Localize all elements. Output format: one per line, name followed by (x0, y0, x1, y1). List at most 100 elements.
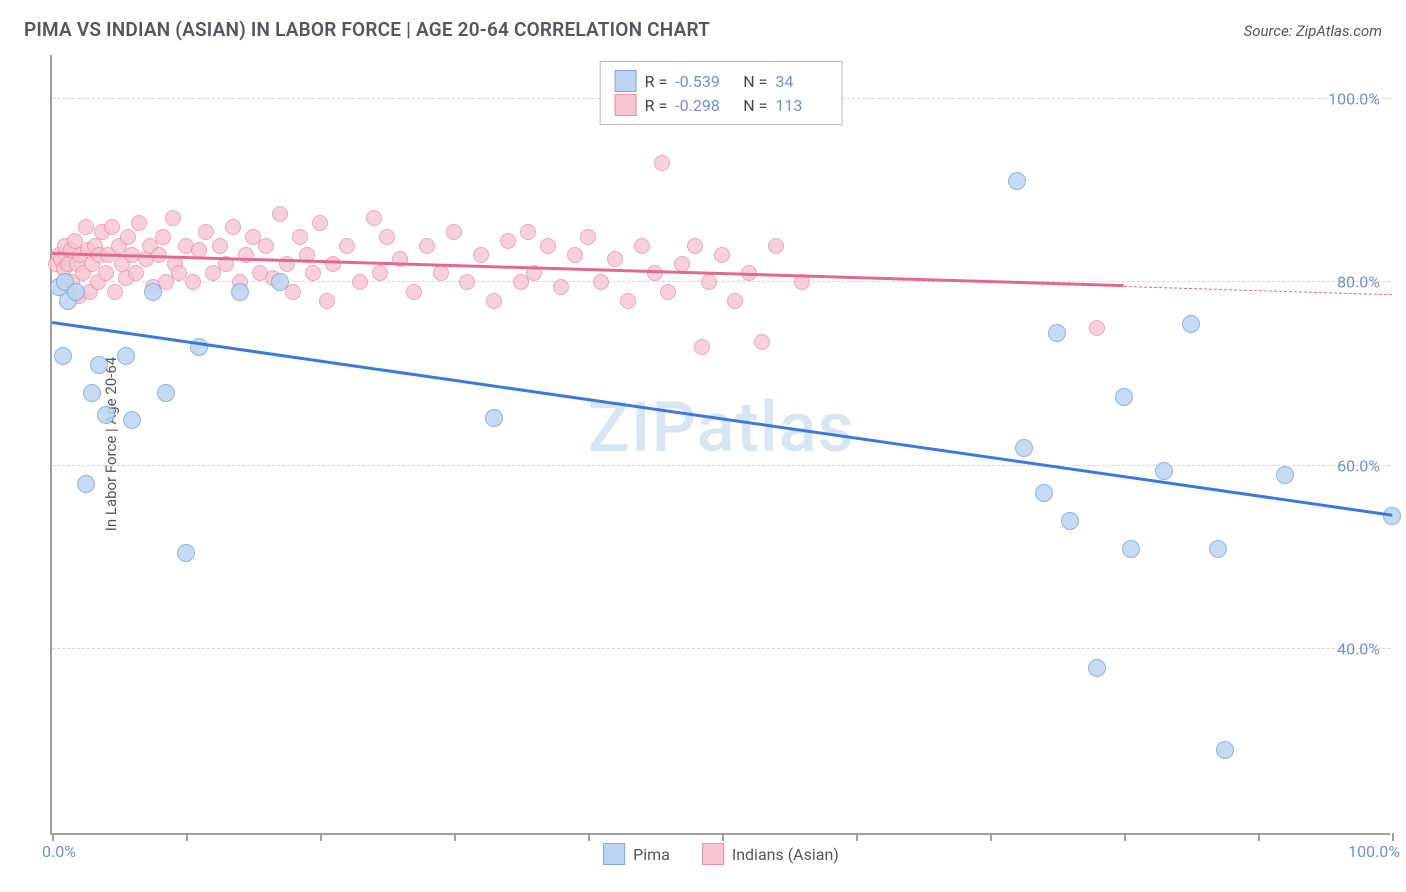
data-point (83, 384, 101, 402)
data-point (325, 256, 341, 272)
data-point (660, 284, 676, 300)
x-tick (52, 833, 54, 841)
data-point (1061, 512, 1079, 530)
r-value: -0.539 (675, 72, 727, 91)
data-point (117, 347, 135, 365)
data-point (1089, 320, 1105, 336)
data-point (258, 238, 274, 254)
y-axis-label: In Labor Force | Age 20-64 (102, 357, 120, 531)
plot-region: In Labor Force | Age 20-64 ZIPatlas R =-… (50, 55, 1390, 835)
data-point (272, 206, 288, 222)
data-point (54, 347, 72, 365)
data-point (540, 238, 556, 254)
data-point (157, 384, 175, 402)
data-point (271, 273, 289, 291)
data-point (128, 265, 144, 281)
data-point (379, 229, 395, 245)
data-point (1383, 507, 1401, 525)
data-point (553, 279, 569, 295)
legend-swatch (702, 843, 724, 865)
data-point (486, 293, 502, 309)
chart-area: In Labor Force | Age 20-64 ZIPatlas R =-… (50, 55, 1390, 835)
legend-swatch (603, 843, 625, 865)
x-tick (320, 833, 322, 841)
data-point (620, 293, 636, 309)
data-point (1048, 324, 1066, 342)
x-axis-max-label: 100.0% (1348, 842, 1400, 861)
data-point (1035, 484, 1053, 502)
data-point (319, 293, 335, 309)
data-point (372, 265, 388, 281)
data-point (292, 229, 308, 245)
data-point (107, 284, 123, 300)
data-point (90, 356, 108, 374)
data-point (714, 247, 730, 263)
r-label: R = (645, 96, 668, 115)
x-tick (1258, 833, 1260, 841)
data-point (131, 215, 147, 231)
data-point (67, 283, 85, 301)
data-point (1122, 540, 1140, 558)
data-point (312, 215, 328, 231)
data-point (1209, 540, 1227, 558)
data-point (593, 274, 609, 290)
legend-label: Pima (633, 845, 670, 864)
data-point (98, 265, 114, 281)
data-point (212, 238, 228, 254)
data-point (339, 238, 355, 254)
x-tick (722, 833, 724, 841)
data-point (500, 233, 516, 249)
data-point (225, 219, 241, 235)
gridline-horizontal (52, 281, 1390, 282)
data-point (406, 284, 422, 300)
x-tick (186, 833, 188, 841)
r-label: R = (645, 72, 668, 91)
y-tick-label: 40.0% (1310, 640, 1380, 659)
data-point (198, 224, 214, 240)
data-point (446, 224, 462, 240)
data-point (78, 219, 94, 235)
data-point (473, 247, 489, 263)
r-value: -0.298 (675, 96, 727, 115)
data-point (352, 274, 368, 290)
data-point (701, 274, 717, 290)
data-point (1115, 388, 1133, 406)
x-tick (454, 833, 456, 841)
x-tick (1392, 833, 1394, 841)
gridline-horizontal (52, 465, 1390, 466)
chart-source: Source: ZipAtlas.com (1244, 22, 1382, 40)
data-point (607, 251, 623, 267)
data-point (77, 475, 95, 493)
data-point (1155, 462, 1173, 480)
watermark-text: ZIPatlas (588, 387, 855, 469)
data-point (634, 238, 650, 254)
trendline (52, 321, 1392, 517)
gridline-horizontal (52, 648, 1390, 649)
legend-item: Indians (Asian) (702, 843, 839, 865)
n-value: 113 (775, 96, 827, 115)
stats-row: R =-0.298 N =113 (615, 94, 828, 116)
data-point (104, 219, 120, 235)
data-point (674, 256, 690, 272)
data-point (231, 283, 249, 301)
series-legend: Pima Indians (Asian) (603, 843, 839, 865)
data-point (97, 406, 115, 424)
y-tick-label: 60.0% (1310, 456, 1380, 475)
y-tick-label: 100.0% (1310, 89, 1380, 108)
data-point (520, 224, 536, 240)
data-point (654, 155, 670, 171)
legend-label: Indians (Asian) (732, 845, 839, 864)
data-point (567, 247, 583, 263)
data-point (687, 238, 703, 254)
n-value: 34 (775, 72, 827, 91)
data-point (768, 238, 784, 254)
data-point (433, 265, 449, 281)
legend-swatch (615, 94, 637, 116)
data-point (485, 409, 503, 427)
data-point (1088, 659, 1106, 677)
data-point (1182, 315, 1200, 333)
data-point (419, 238, 435, 254)
chart-title: PIMA VS INDIAN (ASIAN) IN LABOR FORCE | … (24, 18, 710, 41)
legend-swatch (615, 70, 637, 92)
data-point (165, 210, 181, 226)
